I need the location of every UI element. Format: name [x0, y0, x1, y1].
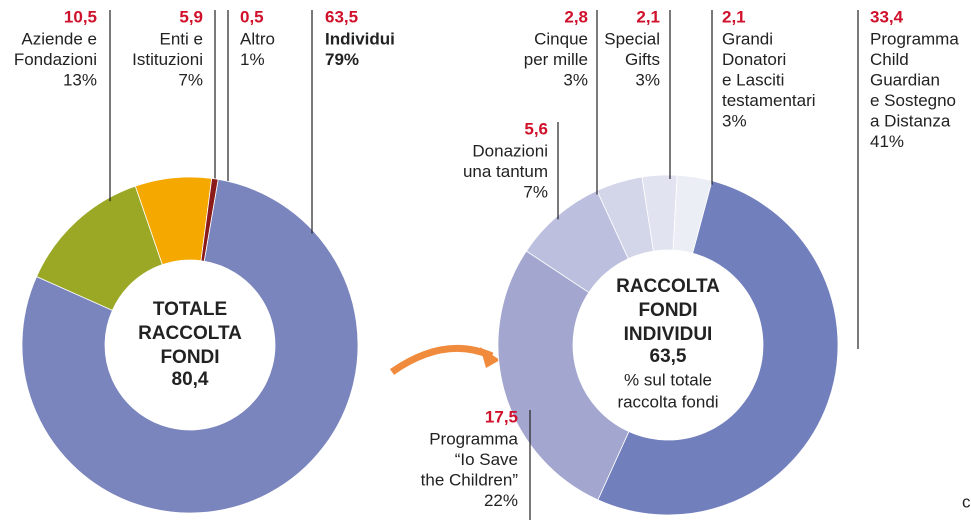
value-label: 10,5: [64, 7, 97, 26]
donut-segment: [21, 178, 359, 514]
category-label: Programma: [429, 429, 518, 448]
category-label: Gifts: [625, 50, 660, 69]
category-label: Fondazioni: [14, 50, 97, 69]
center-title: FONDI: [638, 300, 697, 321]
donut-segment: [597, 180, 839, 516]
category-label: Cinque: [534, 29, 588, 48]
value-label: 2,1: [722, 7, 746, 26]
category-label: Special: [604, 29, 660, 48]
percent-label: 1%: [240, 50, 265, 69]
category-label: e Sostegno: [870, 91, 956, 110]
center-title: RACCOLTA: [616, 276, 720, 297]
category-label: una tantum: [463, 162, 548, 181]
value-label: 63,5: [325, 7, 358, 26]
value-label: 2,1: [636, 7, 660, 26]
category-label: Istituzioni: [132, 50, 203, 69]
category-label: Donatori: [722, 50, 786, 69]
donut-segment: [497, 250, 630, 501]
category-label: per mille: [524, 50, 588, 69]
center-title: TOTALE: [153, 299, 227, 320]
category-label: Individui: [325, 29, 395, 48]
category-label: Altro: [240, 29, 275, 48]
value-label: 5,6: [524, 119, 548, 138]
center-value: 63,5: [650, 346, 687, 367]
category-label: “Io Save: [455, 450, 518, 469]
arrow: [389, 344, 494, 375]
donut-segment: [672, 174, 713, 254]
category-label: the Children”: [421, 470, 519, 489]
category-label: Enti e: [160, 29, 203, 48]
percent-label: 7%: [523, 182, 548, 201]
center-title: RACCOLTA: [138, 323, 242, 344]
percent-label: 79%: [325, 50, 359, 69]
value-label: 33,4: [870, 7, 904, 26]
center-subtitle: % sul totale: [624, 370, 712, 389]
arrow-head: [480, 347, 500, 368]
category-label: testamentari: [722, 91, 816, 110]
percent-label: 22%: [484, 491, 518, 510]
center-subtitle: raccolta fondi: [617, 392, 718, 411]
category-label: Aziende e: [21, 29, 97, 48]
percent-label: 3%: [635, 70, 660, 89]
center-title: INDIVIDUI: [624, 324, 713, 345]
value-label: 5,9: [179, 7, 203, 26]
percent-label: 3%: [563, 70, 588, 89]
category-label: Child: [870, 50, 909, 69]
center-value: 80,4: [172, 369, 209, 390]
category-label: Guardian: [870, 70, 940, 89]
category-label: Programma: [870, 29, 959, 48]
category-label: Donazioni: [472, 141, 548, 160]
percent-label: 3%: [722, 111, 747, 130]
note: c: [962, 492, 971, 511]
value-label: 0,5: [240, 7, 264, 26]
category-label: a Distanza: [870, 111, 951, 130]
percent-label: 7%: [178, 70, 203, 89]
center-title: FONDI: [160, 347, 219, 368]
value-label: 2,8: [564, 7, 588, 26]
category-label: e Lasciti: [722, 70, 784, 89]
value-label: 17,5: [485, 407, 518, 426]
category-label: Grandi: [722, 29, 773, 48]
percent-label: 41%: [870, 132, 904, 151]
percent-label: 13%: [63, 70, 97, 89]
